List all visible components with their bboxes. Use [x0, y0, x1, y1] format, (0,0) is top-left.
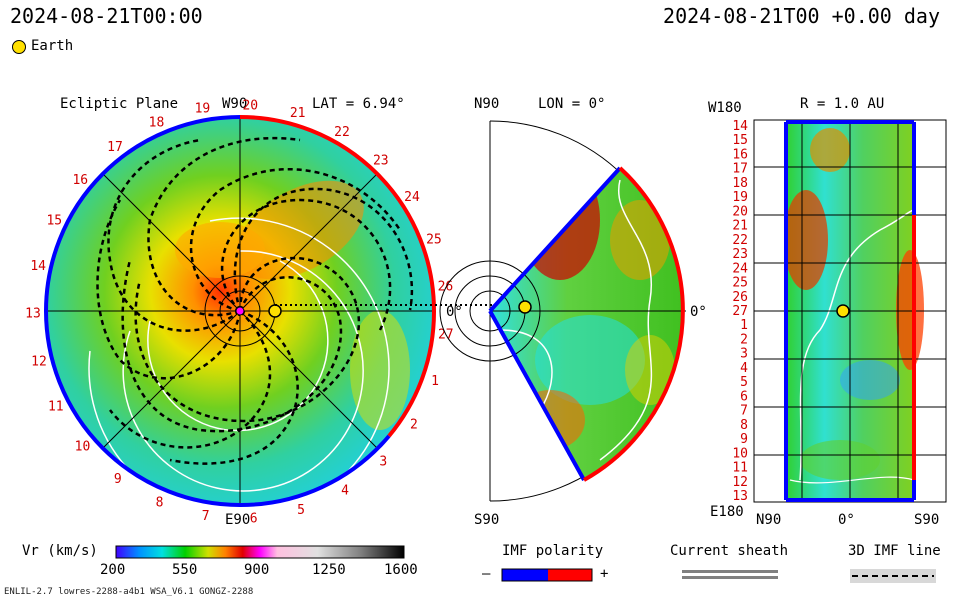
imf-plus-bar: [548, 569, 592, 581]
rim-number-16: 16: [72, 173, 88, 188]
colorbar-tick-1250: 1250: [312, 562, 346, 578]
radial-e180: E180: [710, 504, 744, 520]
radial-s90: S90: [914, 512, 940, 528]
radial-y-label-10: 10: [732, 446, 748, 461]
rim-number-13: 13: [25, 307, 41, 322]
rim-number-25: 25: [426, 233, 442, 248]
earth-marker-icon: [12, 40, 26, 54]
radial-y-label-6: 6: [740, 389, 748, 404]
radial-y-label-17: 17: [732, 162, 748, 177]
rim-number-11: 11: [48, 399, 64, 414]
earth-label: Earth: [31, 38, 74, 54]
ecliptic-0deg: 0°: [446, 304, 463, 320]
rim-number-21: 21: [290, 106, 306, 121]
current-sheath-line-1: [682, 570, 778, 573]
imf-line-title: 3D IMF line: [848, 543, 941, 559]
radial-y-label-21: 21: [732, 219, 748, 234]
imf-minus-label: –: [482, 566, 491, 582]
current-sheath-title: Current sheath: [670, 543, 789, 559]
radial-w180: W180: [708, 100, 742, 116]
radial-y-label-8: 8: [740, 418, 748, 433]
rim-number-10: 10: [75, 439, 91, 454]
radial-y-label-22: 22: [732, 233, 748, 248]
meridional-0deg: 0°: [690, 304, 707, 320]
radial-map: [753, 119, 947, 503]
footer-model-info: ENLIL-2.7 lowres-2288-a4b1 WSA_V6.1 GONG…: [4, 587, 254, 597]
rim-number-6: 6: [250, 512, 258, 527]
rim-number-22: 22: [334, 125, 350, 140]
radial-n90: N90: [756, 512, 782, 528]
imf-minus-bar: [502, 569, 548, 581]
radial-y-label-23: 23: [732, 247, 748, 262]
radial-y-label-9: 9: [740, 432, 748, 447]
ecliptic-rim-numbers: 2021222324252627123456789101112131415161…: [25, 98, 453, 526]
rim-number-15: 15: [46, 214, 62, 229]
radial-y-label-1: 1: [740, 318, 748, 333]
radial-y-label-15: 15: [732, 133, 748, 148]
meridional-s90: S90: [474, 512, 500, 528]
rim-number-23: 23: [373, 153, 389, 168]
radial-y-label-5: 5: [740, 375, 748, 390]
meridional-lon: LON = 0°: [538, 96, 606, 112]
rim-number-18: 18: [149, 116, 165, 131]
imf-plus-label: +: [600, 566, 609, 582]
radial-y-label-18: 18: [732, 176, 748, 191]
radial-y-label-13: 13: [732, 489, 748, 504]
radial-y-label-16: 16: [732, 148, 748, 163]
datetime-left: 2024-08-21T00:00: [10, 4, 203, 28]
colorbar-tick-900: 900: [244, 562, 270, 578]
rim-number-26: 26: [438, 279, 454, 294]
colorbar-tick-1600: 1600: [384, 562, 418, 578]
rim-number-12: 12: [31, 354, 47, 369]
radial-y-label-24: 24: [732, 261, 748, 276]
current-sheath-line-2: [682, 576, 778, 579]
rim-number-2: 2: [410, 417, 418, 432]
imf-polarity-title: IMF polarity: [502, 543, 604, 559]
rim-number-7: 7: [202, 509, 210, 524]
radial-y-label-25: 25: [732, 276, 748, 291]
rim-number-1: 1: [431, 374, 439, 389]
radial-y-label-11: 11: [732, 461, 748, 476]
rim-number-20: 20: [242, 98, 258, 113]
colorbar-label: Vr (km/s): [22, 543, 98, 559]
rim-number-8: 8: [156, 496, 164, 511]
meridional-n90: N90: [474, 96, 500, 112]
rim-number-14: 14: [30, 259, 46, 274]
datetime-right: 2024-08-21T00 +0.00 day: [663, 4, 940, 28]
radial-y-label-14: 14: [732, 119, 748, 134]
rim-number-3: 3: [379, 454, 387, 469]
colorbar: [115, 545, 405, 559]
ecliptic-lat: LAT = 6.94°: [312, 96, 405, 112]
radial-y-label-2: 2: [740, 333, 748, 348]
radial-y-label-26: 26: [732, 290, 748, 305]
rim-number-24: 24: [404, 190, 420, 205]
radial-y-label-27: 27: [732, 304, 748, 319]
rim-number-5: 5: [297, 503, 305, 518]
radial-y-label-4: 4: [740, 361, 748, 376]
radial-y-label-20: 20: [732, 204, 748, 219]
radial-y-label-19: 19: [732, 190, 748, 205]
meridional-plane: [439, 120, 686, 502]
radial-0: 0°: [838, 512, 855, 528]
radial-r: R = 1.0 AU: [800, 96, 885, 112]
radial-y-label-3: 3: [740, 347, 748, 362]
ecliptic-title: Ecliptic Plane: [60, 96, 179, 112]
ecliptic-e90: E90: [225, 512, 251, 528]
ecliptic-disk: [43, 115, 437, 508]
rim-number-17: 17: [107, 140, 123, 155]
radial-y-labels: 1415161718192021222324252627123456789101…: [732, 119, 748, 504]
radial-y-label-7: 7: [740, 404, 748, 419]
radial-y-label-12: 12: [732, 475, 748, 490]
colorbar-tick-550: 550: [172, 562, 198, 578]
rim-number-4: 4: [341, 483, 349, 498]
rim-number-9: 9: [114, 472, 122, 487]
rim-number-19: 19: [195, 101, 211, 116]
ecliptic-w90: W90: [222, 96, 248, 112]
colorbar-tick-200: 200: [100, 562, 126, 578]
